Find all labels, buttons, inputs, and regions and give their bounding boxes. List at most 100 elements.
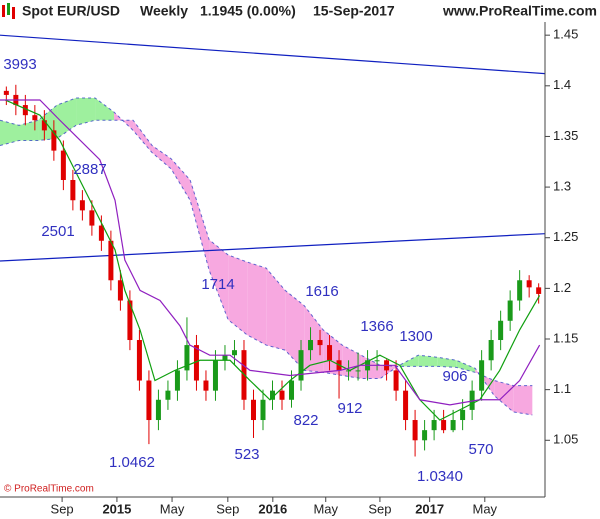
annotation: 1.0340 (417, 468, 463, 485)
candle-body (279, 390, 285, 400)
x-tick-label: May (313, 501, 338, 516)
cloud-segment (95, 97, 115, 121)
candle-body (289, 380, 295, 400)
period: Weekly (140, 3, 188, 19)
y-tick-label: 1.35 (553, 128, 578, 143)
cloud-segment (304, 305, 324, 373)
cloud-segment (133, 120, 153, 153)
candle-body (193, 345, 199, 381)
last-price: 1.1945 (0.00%) (200, 3, 296, 19)
candle-body (460, 409, 466, 421)
candle-body (41, 120, 47, 131)
icon (7, 3, 10, 15)
candle-body (146, 380, 152, 421)
icon (12, 7, 15, 19)
annotation: 1300 (399, 328, 432, 345)
cloud-segment (19, 120, 39, 141)
candle-body (89, 210, 95, 226)
candle-body (108, 240, 114, 281)
annotation: 912 (337, 400, 362, 417)
candle-body (488, 340, 494, 361)
annotation: 906 (442, 368, 467, 385)
candle-body (270, 390, 275, 400)
icon (2, 5, 5, 17)
candle-body (127, 300, 133, 341)
candle-body (393, 370, 399, 391)
annotation: 1366 (360, 318, 393, 335)
candle-body (450, 420, 456, 431)
cloud-segment (76, 97, 96, 126)
candle-body (317, 340, 323, 346)
candle-body (298, 350, 304, 381)
candle-body (231, 350, 237, 356)
indicator-line (4, 99, 541, 421)
cloud-segment (456, 360, 476, 373)
indicator-line (0, 99, 541, 406)
candle-body (526, 280, 532, 288)
candle-body (308, 340, 314, 351)
candle-body (174, 370, 180, 391)
candle-body (412, 420, 418, 441)
candle-body (498, 320, 504, 341)
candle-body (136, 340, 142, 381)
date: 15-Sep-2017 (313, 3, 395, 19)
cloud-segment (418, 355, 438, 367)
candle-body (212, 360, 218, 391)
cloud-segment (437, 357, 457, 368)
y-tick-label: 1.45 (553, 27, 578, 42)
candle-body (536, 287, 542, 294)
x-tick-label: Sep (368, 501, 391, 516)
candle-body (422, 430, 428, 441)
candle-body (3, 90, 9, 95)
candle-body (51, 130, 57, 151)
candle-body (517, 280, 523, 301)
x-tick-label: May (160, 501, 185, 516)
candle-body (32, 115, 38, 121)
cloud-segment (57, 97, 77, 139)
x-tick-label: 2015 (102, 501, 131, 516)
annotation: 570 (468, 441, 493, 458)
cloud-edge (0, 119, 533, 387)
annotation: 822 (293, 412, 318, 429)
candle-body (70, 179, 76, 201)
candle-body (355, 370, 361, 372)
y-tick-label: 1.25 (553, 229, 578, 244)
y-tick-label: 1.15 (553, 330, 578, 345)
candle-body (184, 345, 190, 371)
cloud-segment (0, 120, 20, 146)
candle-body (98, 225, 104, 241)
candle-body (431, 420, 437, 431)
trend-line (0, 34, 546, 75)
cloud-segment (152, 145, 172, 169)
candle-body (155, 399, 161, 421)
candle-body (60, 150, 66, 180)
candle-body (22, 105, 28, 116)
annotation: 1714 (201, 276, 234, 293)
annotation: 1616 (305, 283, 338, 300)
y-tick-label: 1.4 (553, 77, 571, 92)
cloud-segment (228, 254, 248, 335)
y-tick-label: 1.05 (553, 432, 578, 447)
candle-body (346, 370, 352, 372)
candle-body (203, 380, 209, 391)
chart-title: Spot EUR/USD (22, 3, 120, 19)
candle-body (260, 399, 266, 421)
y-tick-label: 1.1 (553, 381, 571, 396)
plot-area (0, 34, 546, 457)
y-tick-label: 1.2 (553, 280, 571, 295)
cloud-segment (209, 239, 229, 320)
cloud-segment (342, 345, 362, 379)
x-tick-label: May (473, 501, 498, 516)
candle-body (222, 355, 228, 361)
candle-body (79, 200, 85, 211)
copyright: © ProRealTime.com (4, 484, 94, 495)
source: www.ProRealTime.com (442, 3, 597, 19)
candle-body (469, 390, 475, 410)
x-tick-label: Sep (51, 501, 74, 516)
annotation: 1.0462 (109, 454, 155, 471)
candle-body (117, 280, 123, 301)
cloud-segment (513, 385, 533, 415)
